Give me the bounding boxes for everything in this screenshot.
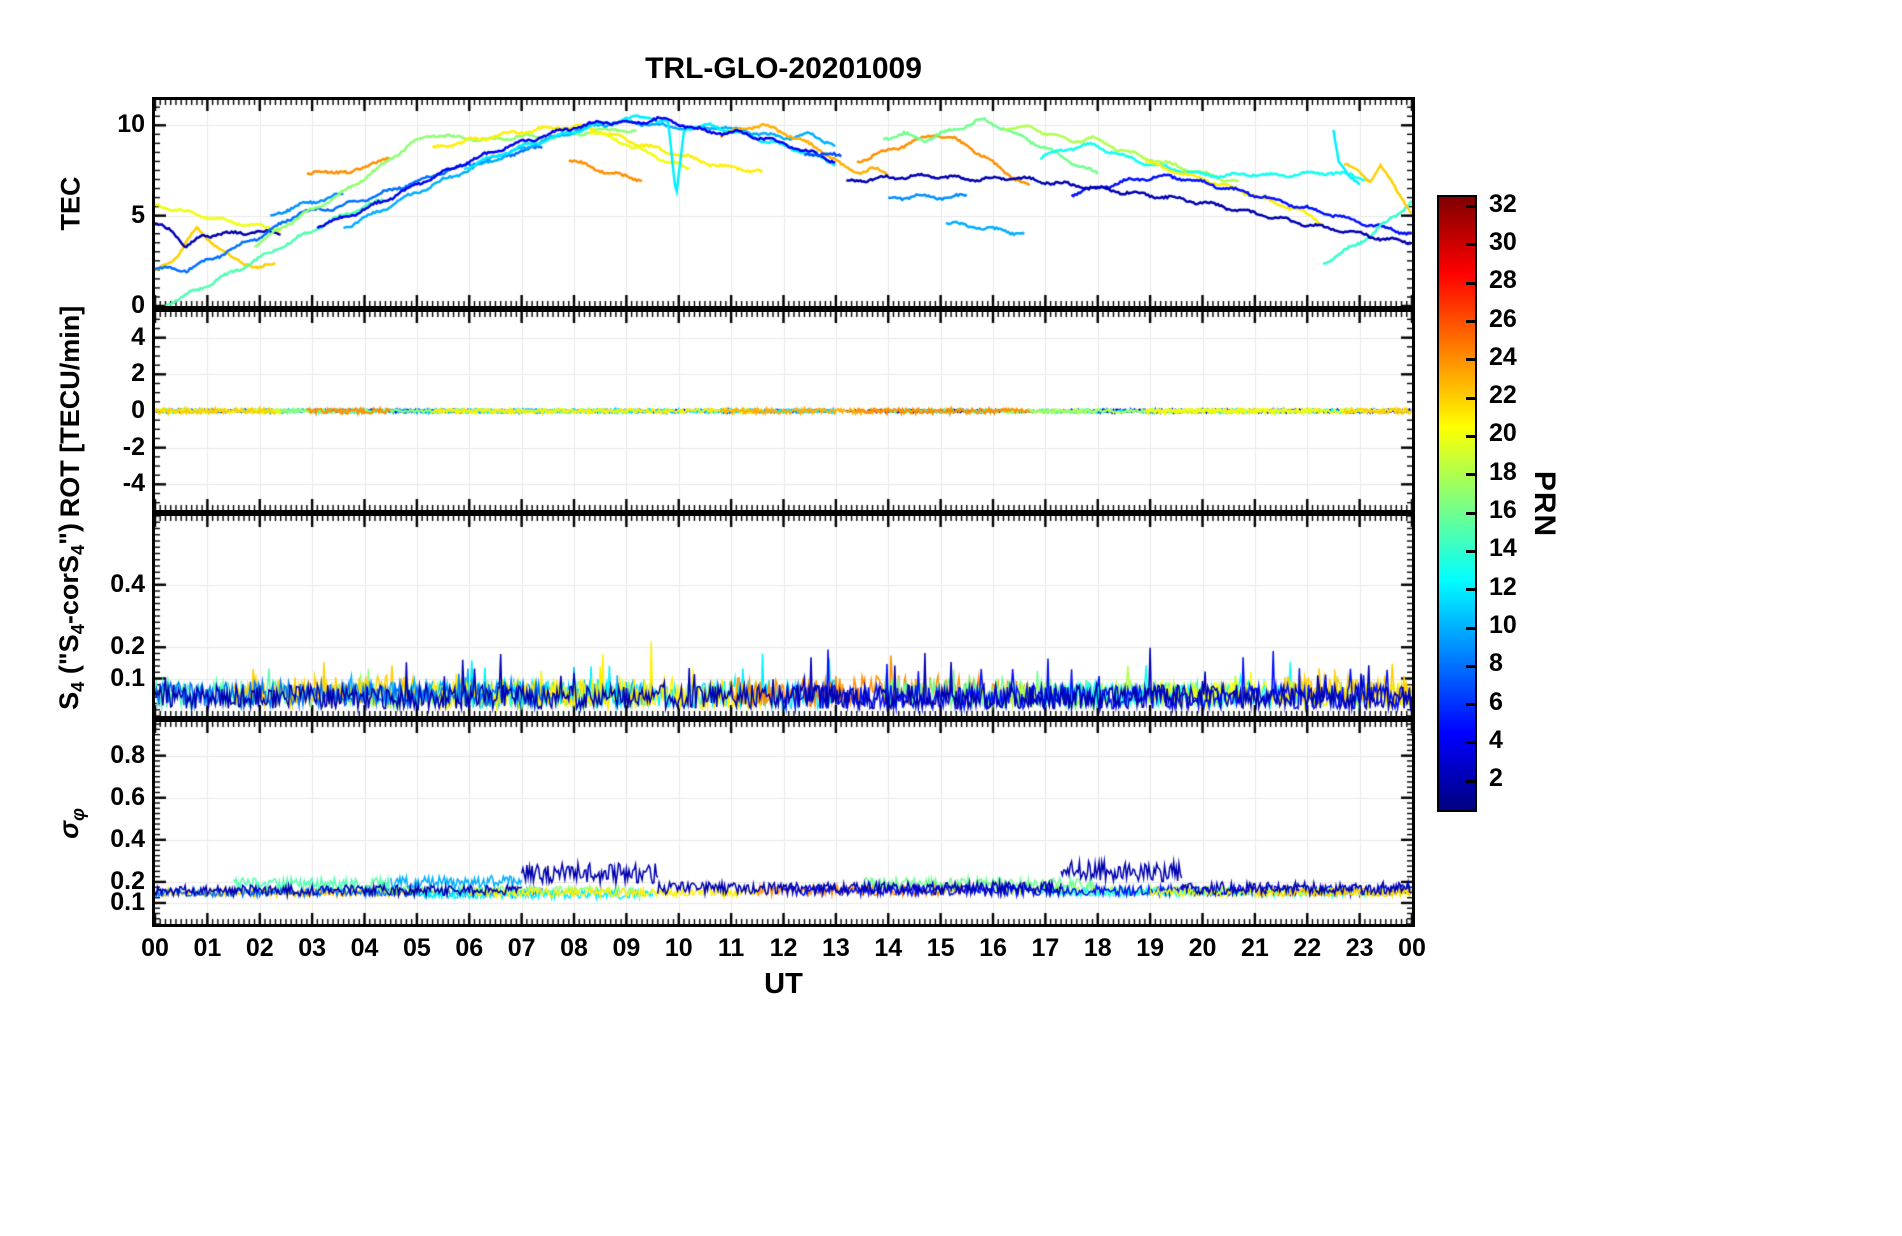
rot-axis-label: ROT [TECU/min] [42,305,100,516]
colorbar-tick-label: 16 [1489,496,1517,525]
x-tick-label: 00 [141,934,169,962]
s4-y-tick-label: 0.1 [110,663,145,692]
sigma_phi-axis-label-text: σφ [53,807,88,839]
sigma_phi-axis-label: σφ [42,722,100,924]
s4-y-tick-label: 0.2 [110,632,145,661]
colorbar-tick-mark [1466,626,1475,630]
colorbar-tick-label: 6 [1489,687,1503,716]
x-tick-label: 15 [926,934,955,962]
colorbar-tick-mark [1466,396,1475,400]
x-axis-label: UT [764,968,803,1000]
tec-axis-label-text: TEC [55,176,86,230]
x-tick-label: 10 [664,934,693,962]
rot-panel [152,309,1415,513]
x-tick-label: 19 [1136,934,1165,962]
tec-y-tick-label: 5 [131,200,145,229]
x-tick-label: 17 [1031,934,1060,962]
colorbar-tick-label: 18 [1489,457,1517,486]
x-tick-label: 20 [1188,934,1217,962]
rot-plot-canvas [155,312,1412,510]
colorbar-tick-mark [1466,205,1475,209]
colorbar-tick-mark [1466,320,1475,324]
colorbar-tick-label: 28 [1489,266,1517,295]
rot-y-tick-label: 2 [131,359,145,388]
colorbar-tick-mark [1466,281,1475,285]
colorbar-tick-label: 12 [1489,572,1517,601]
sigma_phi-plot-canvas [155,722,1412,924]
x-tick-label: 22 [1293,934,1322,962]
colorbar-tick-label: 30 [1489,227,1517,256]
chart-title: TRL-GLO-20201009 [645,52,922,85]
s4-panel [152,513,1415,719]
x-tick-label: 14 [874,934,903,962]
colorbar-tick-label: 20 [1489,419,1517,448]
colorbar-tick-label: 24 [1489,342,1517,371]
rot-axis-label-text: ROT [TECU/min] [55,305,86,517]
prn-colorbar [1437,195,1477,812]
tec-y-tick-label: 10 [117,110,145,139]
x-tick-label: 16 [979,934,1007,962]
x-tick-label: 06 [455,934,484,962]
s4-plot-canvas [155,516,1412,716]
colorbar-tick-mark [1466,434,1475,438]
colorbar-tick-label: 8 [1489,649,1503,678]
colorbar-tick-mark [1466,549,1475,553]
colorbar-tick-label: 32 [1489,189,1517,218]
colorbar-gradient [1439,197,1475,810]
x-tick-label: 02 [245,934,274,962]
colorbar-tick-mark [1466,473,1475,477]
x-tick-label: 13 [821,934,850,962]
x-tick-label: 04 [350,934,379,962]
colorbar-tick-mark [1466,243,1475,247]
x-tick-label: 18 [1083,934,1112,962]
sigma_phi-y-tick-label: 0.6 [110,782,145,811]
colorbar-tick-mark [1466,511,1475,515]
tec-panel [152,97,1415,309]
colorbar-tick-mark [1466,741,1475,745]
x-tick-label: 03 [298,934,327,962]
colorbar-tick-mark [1466,703,1475,707]
tec-plot-canvas [155,100,1412,306]
x-tick-label: 01 [193,934,222,962]
colorbar-tick-mark [1466,664,1475,668]
x-tick-label: 08 [560,934,588,962]
tec-axis-label: TEC [42,100,100,306]
colorbar-tick-mark [1466,588,1475,592]
x-tick-label: 12 [769,934,798,962]
colorbar-tick-label: 4 [1489,725,1503,754]
s4-axis-label: S4 ("S4-corS4") [42,516,100,716]
rot-y-tick-label: -2 [122,432,145,461]
sigma_phi-panel [152,719,1415,927]
sigma_phi-y-tick-label: 0.2 [110,866,145,895]
x-tick-label: 23 [1345,934,1374,962]
rot-y-tick-label: 4 [131,322,145,351]
x-tick-label: 21 [1240,934,1269,962]
rot-y-tick-label: -4 [122,469,145,498]
x-tick-label: 09 [612,934,641,962]
colorbar-tick-label: 26 [1489,304,1517,333]
colorbar-tick-mark [1466,779,1475,783]
x-tick-label: 11 [717,934,745,962]
colorbar-tick-label: 2 [1489,764,1503,793]
colorbar-tick-mark [1466,358,1475,362]
s4-y-tick-label: 0.4 [110,569,145,598]
s4-axis-label-text: S4 ("S4-corS4") [53,522,88,710]
rot-y-tick-label: 0 [131,396,145,424]
colorbar-tick-label: 22 [1489,381,1517,410]
sigma_phi-y-tick-label: 0.1 [110,887,145,916]
x-tick-label: 07 [507,934,536,962]
x-tick-label: 05 [402,934,431,962]
colorbar-tick-label: 14 [1489,534,1517,563]
sigma_phi-y-tick-label: 0.4 [110,824,145,853]
x-tick-label: 00 [1398,934,1426,962]
colorbar-tick-label: 10 [1489,611,1517,640]
tec-y-tick-label: 0 [131,291,145,319]
sigma_phi-y-tick-label: 0.8 [110,740,145,769]
